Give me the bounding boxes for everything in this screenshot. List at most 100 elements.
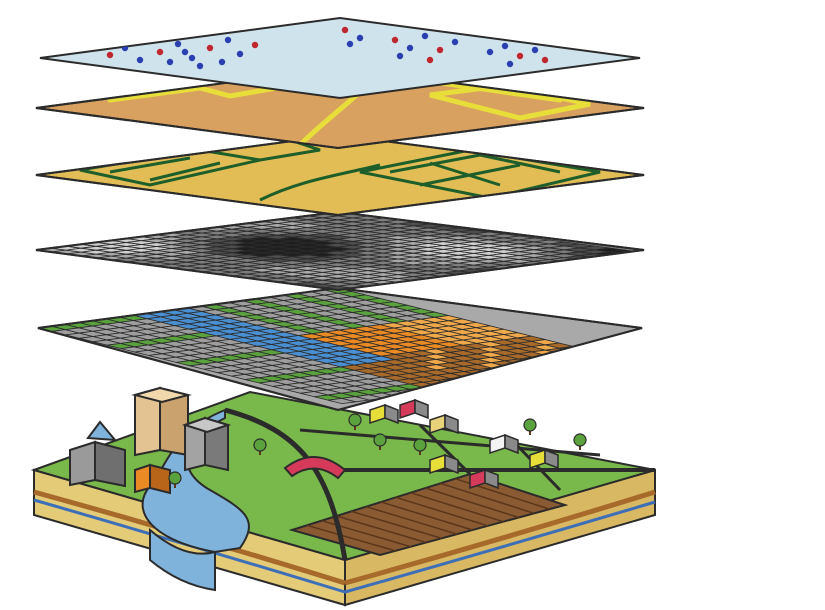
- point-feature: [166, 58, 174, 66]
- bridge: [283, 456, 347, 480]
- color-raster-cell: [518, 367, 547, 374]
- point-feature: [224, 36, 232, 44]
- color-raster-cell: [464, 379, 493, 386]
- color-raster-cell: [614, 359, 642, 366]
- building-gray: [181, 416, 232, 472]
- color-raster-cell: [505, 369, 533, 376]
- point-feature: [501, 42, 509, 50]
- color-raster-cell: [559, 367, 588, 374]
- field-furrow: [380, 501, 473, 531]
- point-feature: [188, 54, 196, 62]
- color-raster-cell: [532, 370, 561, 377]
- color-raster-cell: [518, 372, 547, 379]
- point-feature: [251, 41, 259, 49]
- point-feature: [451, 38, 459, 46]
- building-tall: [131, 386, 192, 457]
- color-raster-cell: [586, 352, 615, 359]
- color-raster-cell: [573, 354, 601, 361]
- point-feature: [356, 34, 364, 42]
- tree: [573, 433, 587, 447]
- color-raster-cell: [545, 353, 574, 360]
- color-raster-cell: [505, 374, 534, 381]
- point-feature: [531, 46, 539, 54]
- layer-polygons: [35, 133, 645, 217]
- layer-points: [39, 16, 641, 100]
- road-grid-2: [418, 423, 472, 476]
- house: [399, 398, 416, 420]
- point-feature: [236, 50, 244, 58]
- tree: [253, 438, 267, 452]
- color-raster-cell: [532, 360, 560, 367]
- color-raster-cell: [572, 349, 601, 356]
- groundwater-line: [33, 498, 656, 594]
- house-side: [444, 413, 459, 435]
- color-raster-cell: [573, 359, 602, 367]
- color-raster-cell: [437, 383, 465, 390]
- terrain-block: [30, 386, 656, 607]
- color-raster-cell: [491, 370, 520, 377]
- color-raster-cell: [450, 381, 479, 388]
- point-feature: [396, 52, 404, 60]
- color-raster-cell: [504, 363, 533, 370]
- field-furrow: [365, 505, 458, 535]
- house-side: [484, 468, 499, 490]
- point-feature: [346, 40, 354, 48]
- color-raster-cell: [573, 365, 602, 372]
- house-side: [414, 398, 429, 420]
- color-raster-cell: [532, 365, 561, 372]
- layer-grayscale-raster: [35, 210, 645, 292]
- color-raster-cell: [546, 363, 574, 370]
- point-feature: [516, 52, 524, 60]
- tree: [168, 471, 182, 485]
- color-raster-cell: [477, 372, 506, 379]
- point-feature: [181, 48, 189, 56]
- point-feature: [196, 62, 204, 70]
- color-raster-cell: [559, 356, 588, 363]
- color-raster-cell: [587, 363, 615, 370]
- field-furrow: [351, 510, 442, 540]
- color-raster-cell: [559, 361, 588, 368]
- point-feature: [541, 56, 549, 64]
- color-raster-cell: [600, 356, 629, 363]
- point-feature: [486, 48, 494, 56]
- point-feature: [174, 40, 182, 48]
- point-feature: [436, 46, 444, 54]
- tree: [413, 438, 427, 452]
- field-furrow: [336, 515, 427, 544]
- point-feature: [391, 36, 399, 44]
- color-raster-cell: [559, 351, 588, 358]
- point-feature: [156, 48, 164, 56]
- point-feature: [206, 44, 214, 52]
- building-pyramid: [69, 420, 126, 488]
- house-side: [384, 403, 399, 425]
- field-furrow: [425, 487, 519, 519]
- color-raster-cell: [600, 361, 629, 368]
- field-furrow: [440, 482, 535, 515]
- house-side: [544, 448, 559, 470]
- point-feature: [406, 44, 414, 52]
- point-feature: [506, 60, 514, 68]
- field-furrow: [410, 491, 504, 523]
- color-raster-cell: [491, 376, 520, 383]
- point-feature: [218, 58, 226, 66]
- house-side: [444, 453, 459, 475]
- point-feature: [136, 56, 144, 64]
- tree: [523, 418, 537, 432]
- color-raster-cell: [478, 377, 506, 385]
- color-raster-cell: [518, 362, 547, 369]
- building-orange: [134, 463, 171, 495]
- house-side: [504, 433, 519, 455]
- point-feature: [341, 26, 349, 34]
- tree: [348, 413, 362, 427]
- point-feature: [426, 56, 434, 64]
- field-furrow: [395, 496, 489, 527]
- tree: [373, 433, 387, 447]
- point-feature: [106, 51, 114, 59]
- color-raster-cell: [545, 358, 574, 365]
- layer-color-raster: [37, 286, 643, 412]
- color-raster-cell: [546, 368, 574, 375]
- river-waterfall: [149, 527, 216, 592]
- point-feature: [421, 32, 429, 40]
